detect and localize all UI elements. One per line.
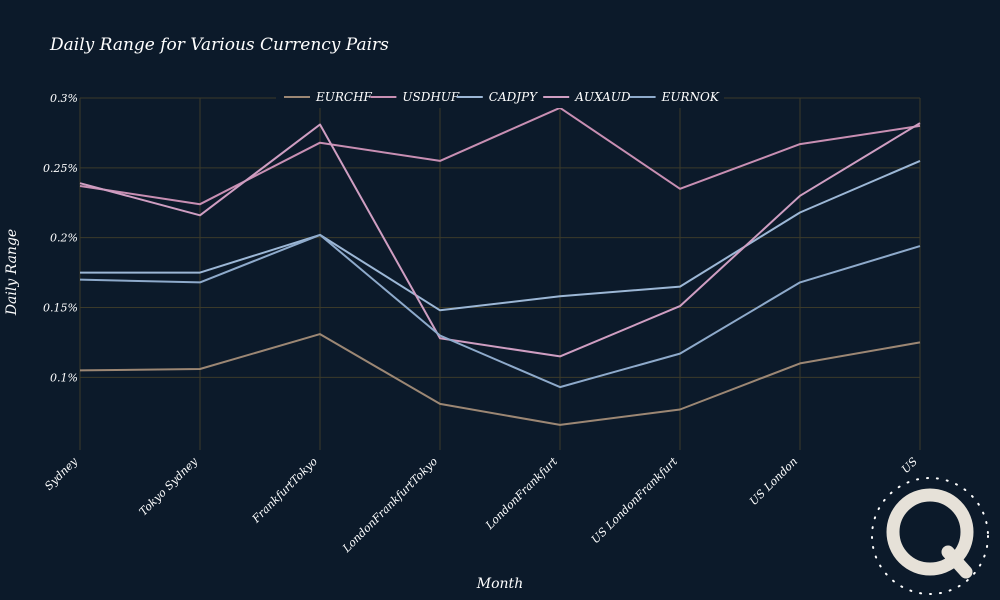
legend-label: EURNOK [661, 90, 720, 104]
series-layer [79, 106, 921, 426]
x-axis-title: Month [476, 576, 523, 592]
series-line-auxaud [79, 122, 921, 358]
y-tick-label: 0.1% [50, 371, 78, 384]
x-tick-label: US [899, 455, 920, 476]
x-tick-label: US LondonFrankfurt [589, 455, 681, 547]
series-line-eurchf [79, 333, 921, 426]
legend-background [276, 86, 724, 108]
y-tick-labels: 0.1% 0.15% 0.2% 0.25% 0.3% [43, 92, 78, 384]
legend-label: CADJPY [489, 90, 538, 104]
x-tick-label: FrankfurtTokyo [249, 455, 320, 526]
y-tick-label: 0.2% [50, 232, 78, 245]
series-line-usdhuf [79, 106, 921, 206]
y-axis-title: Daily Range [4, 229, 20, 316]
legend-label: EURCHF [315, 90, 373, 104]
x-tick-label: Sydney [42, 454, 80, 492]
grid-layer [79, 97, 921, 450]
legend: EURCHF USDHUF CADJPY AUXAUD EURNOK [276, 86, 724, 108]
legend-label: AUXAUD [574, 90, 631, 104]
y-tick-label: 0.15% [43, 302, 78, 315]
x-tick-label: US London [747, 455, 800, 508]
x-tick-label: LondonFrankfurtTokyo [339, 455, 440, 556]
y-tick-label: 0.3% [50, 92, 78, 105]
series-line-eurnok [79, 233, 921, 389]
legend-label: USDHUF [402, 90, 460, 104]
y-tick-label: 0.25% [43, 162, 78, 175]
series-line-cadjpy [80, 159, 921, 312]
x-tick-label: Tokyo Sydney [137, 454, 201, 518]
x-tick-labels: Sydney Tokyo Sydney FrankfurtTokyo LondonFr… [42, 454, 920, 555]
chart-title: Daily Range for Various Currency Pairs [49, 35, 389, 55]
logo [871, 477, 989, 595]
x-tick-label: LondonFrankfurt [482, 455, 560, 533]
